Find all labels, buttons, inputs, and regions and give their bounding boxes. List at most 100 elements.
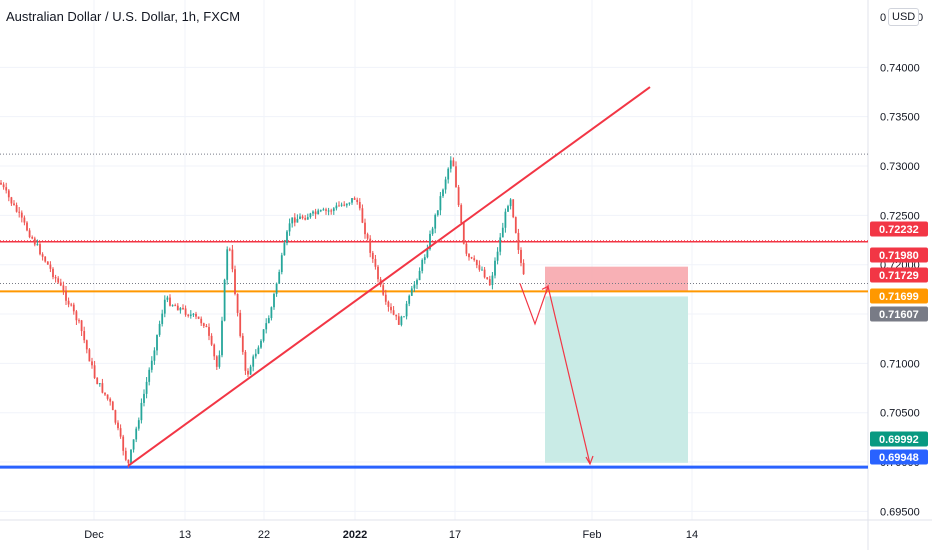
candle-body (444, 179, 447, 190)
candle-body (67, 300, 70, 305)
candle-body (31, 237, 34, 239)
candle-body (382, 285, 385, 295)
candle-body (36, 244, 39, 246)
candle-body (223, 279, 226, 321)
time-tick-label: 14 (686, 529, 698, 541)
candle-body (283, 243, 286, 256)
candle-body (200, 318, 203, 324)
candle-body (52, 268, 54, 278)
candle-body (153, 350, 156, 361)
candle-body (460, 205, 463, 223)
candle-body (18, 211, 21, 213)
candle-body (374, 258, 377, 267)
candle-body (462, 222, 465, 244)
candle-body (322, 209, 325, 211)
candle-body (65, 290, 67, 301)
candle-body (93, 365, 96, 378)
candle-body (483, 269, 486, 278)
price-tag-label: 0.72232 (879, 224, 919, 236)
candle-body (117, 422, 119, 429)
candle-body (397, 316, 400, 325)
candle-body (57, 278, 60, 283)
price-tick-label: 0.74000 (880, 62, 920, 74)
price-tag (870, 306, 928, 322)
candle-body (408, 295, 411, 304)
price-tag (870, 267, 928, 283)
candle-body (390, 306, 392, 311)
candle-body (267, 318, 270, 324)
candle-body (447, 168, 450, 180)
candle-body (457, 187, 460, 206)
symbol-title[interactable]: Australian Dollar / U.S. Dollar, 1h, FXC… (6, 9, 241, 24)
time-axis[interactable]: Dec 13 22 2022 17 Feb 14 (84, 529, 698, 541)
candle-body (174, 305, 177, 307)
candle-body (187, 314, 190, 316)
candle-body (23, 217, 26, 223)
price-tag-label: 0.71607 (879, 309, 919, 321)
take-profit-zone (545, 296, 688, 463)
candle-body (132, 439, 135, 450)
price-tag (870, 431, 928, 447)
candle-body (481, 269, 483, 271)
time-tick-label: Feb (583, 529, 602, 541)
drawings[interactable] (127, 86, 651, 467)
horizontal-levels[interactable] (0, 153, 868, 469)
candle-body (41, 254, 44, 257)
candle-body (384, 294, 387, 302)
candle-body (20, 212, 23, 218)
candle-body (491, 275, 494, 286)
candle-body (176, 305, 179, 311)
price-tag-label: 0.71699 (879, 291, 919, 303)
candle-body (366, 234, 369, 239)
candle-body (215, 356, 218, 367)
candle-body (122, 436, 125, 451)
candle-body (499, 237, 502, 252)
time-tick-label: 2022 (343, 529, 367, 541)
stop-loss-zone (545, 266, 688, 292)
candle-body (137, 420, 140, 429)
candle-body (208, 327, 210, 336)
candle-body (59, 282, 62, 286)
price-tick-label: 0.73500 (880, 112, 920, 124)
candle-body (218, 355, 221, 367)
candle-body (353, 198, 356, 200)
candle-body (140, 402, 143, 421)
candle-body (169, 297, 171, 306)
candle-body (236, 293, 239, 313)
projection-path (519, 283, 591, 465)
price-tag (870, 221, 928, 237)
candle-body (171, 305, 174, 307)
candle-body (296, 218, 299, 223)
candle-body (109, 398, 112, 402)
price-tick-label-top-right: 0 (917, 12, 923, 24)
candle-body (436, 210, 439, 216)
candle-body (501, 227, 504, 238)
candle-body (111, 401, 114, 411)
candle-body (431, 228, 434, 234)
candle-body (70, 304, 73, 306)
candle-body (163, 299, 166, 314)
candle-body (166, 297, 169, 300)
candle-body (387, 301, 390, 307)
currency-button[interactable]: USD (888, 8, 920, 26)
candle-body (46, 261, 49, 265)
candle-body (148, 369, 151, 382)
candle-body (78, 320, 80, 322)
candle-body (114, 410, 117, 423)
candle-body (106, 394, 109, 399)
candle-body (325, 209, 327, 211)
candle-body (280, 255, 283, 273)
candle-body (231, 249, 234, 270)
time-tick-label: 17 (449, 529, 461, 541)
candle-body (351, 198, 353, 203)
price-tag-label: 0.71729 (879, 270, 919, 282)
price-tags: 0.72232 0.71980 0.71729 0.71699 0.71607 0.699… (870, 221, 928, 465)
candle-body (228, 249, 231, 251)
candle-body (418, 270, 421, 281)
candle-body (340, 204, 343, 206)
candle-body (7, 190, 10, 198)
candle-body (343, 204, 346, 206)
